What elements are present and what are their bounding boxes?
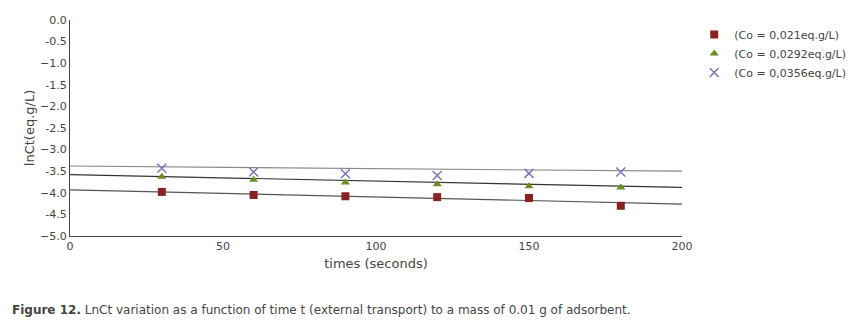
- svg-text:200: 200: [672, 240, 693, 253]
- svg-text:−3.0: −3.0: [40, 143, 67, 156]
- svg-text:0.0: 0.0: [49, 14, 67, 27]
- svg-text:-3.5: -3.5: [45, 165, 66, 178]
- svg-text:50: 50: [216, 240, 230, 253]
- svg-text:-2.5: -2.5: [45, 122, 66, 135]
- svg-text:-1.5: -1.5: [45, 79, 66, 92]
- svg-text:-4.5: -4.5: [45, 208, 66, 221]
- svg-text:(Co = 0,021eq.g/L): (Co = 0,021eq.g/L): [734, 29, 839, 42]
- svg-text:(Co = 0,0292eq.g/L): (Co = 0,0292eq.g/L): [734, 48, 846, 61]
- svg-text:lnCt(eq.g/L): lnCt(eq.g/L): [22, 90, 37, 166]
- svg-text:−1.0: −1.0: [40, 57, 67, 70]
- svg-text:(Co = 0,0356eq.g/L): (Co = 0,0356eq.g/L): [734, 67, 846, 80]
- svg-text:0: 0: [67, 240, 74, 253]
- svg-text:−4.0: −4.0: [40, 187, 67, 200]
- svg-text:-0.5: -0.5: [45, 35, 66, 48]
- svg-text:150: 150: [519, 240, 540, 253]
- svg-text:−5.0: −5.0: [40, 230, 67, 243]
- svg-text:−2.0: −2.0: [40, 100, 67, 113]
- svg-text:Figure 12. LnCt variation as a: Figure 12. LnCt variation as a function …: [12, 303, 631, 317]
- svg-text:times (seconds): times (seconds): [324, 256, 428, 271]
- svg-text:100: 100: [366, 240, 387, 253]
